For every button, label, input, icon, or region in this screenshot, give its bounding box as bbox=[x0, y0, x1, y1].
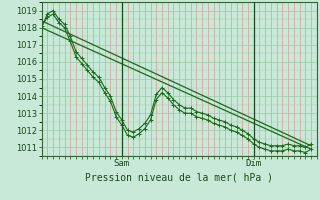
Text: Sam: Sam bbox=[114, 159, 130, 168]
Text: Dim: Dim bbox=[246, 159, 262, 168]
X-axis label: Pression niveau de la mer( hPa ): Pression niveau de la mer( hPa ) bbox=[85, 173, 273, 183]
